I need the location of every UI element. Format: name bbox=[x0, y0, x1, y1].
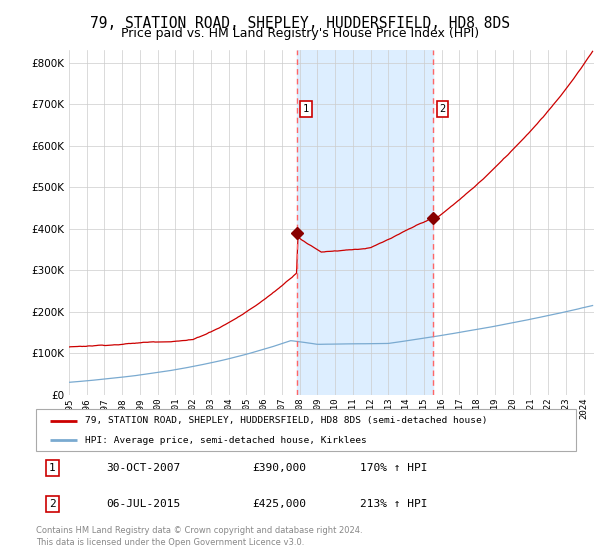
Text: 2: 2 bbox=[439, 104, 445, 114]
Text: 79, STATION ROAD, SHEPLEY, HUDDERSFIELD, HD8 8DS: 79, STATION ROAD, SHEPLEY, HUDDERSFIELD,… bbox=[90, 16, 510, 31]
Text: 2: 2 bbox=[49, 499, 56, 509]
Text: 79, STATION ROAD, SHEPLEY, HUDDERSFIELD, HD8 8DS (semi-detached house): 79, STATION ROAD, SHEPLEY, HUDDERSFIELD,… bbox=[85, 416, 487, 425]
Text: £425,000: £425,000 bbox=[252, 499, 306, 509]
Text: 06-JUL-2015: 06-JUL-2015 bbox=[106, 499, 181, 509]
Text: 213% ↑ HPI: 213% ↑ HPI bbox=[360, 499, 427, 509]
Text: 1: 1 bbox=[49, 463, 56, 473]
Text: This data is licensed under the Open Government Licence v3.0.: This data is licensed under the Open Gov… bbox=[36, 538, 304, 547]
FancyBboxPatch shape bbox=[36, 409, 576, 451]
Bar bbox=[297, 50, 433, 395]
Text: 1: 1 bbox=[303, 104, 309, 114]
Text: 170% ↑ HPI: 170% ↑ HPI bbox=[360, 463, 427, 473]
Text: 30-OCT-2007: 30-OCT-2007 bbox=[106, 463, 181, 473]
Text: Contains HM Land Registry data © Crown copyright and database right 2024.: Contains HM Land Registry data © Crown c… bbox=[36, 526, 362, 535]
Text: £390,000: £390,000 bbox=[252, 463, 306, 473]
Text: HPI: Average price, semi-detached house, Kirklees: HPI: Average price, semi-detached house,… bbox=[85, 436, 367, 445]
Text: Price paid vs. HM Land Registry's House Price Index (HPI): Price paid vs. HM Land Registry's House … bbox=[121, 27, 479, 40]
